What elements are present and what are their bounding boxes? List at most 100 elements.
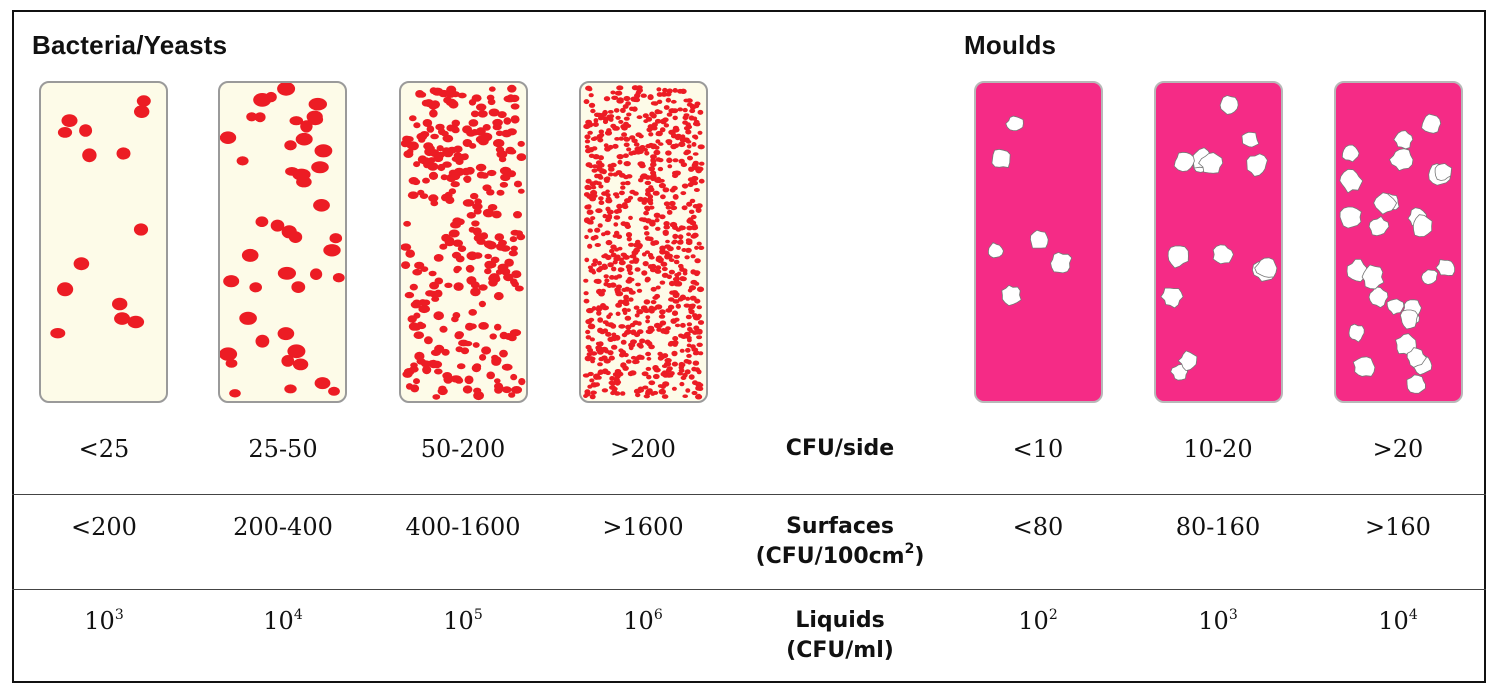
bacteria-dot: [636, 342, 643, 348]
bacteria-dot: [618, 173, 626, 178]
bacteria-dot: [630, 253, 637, 259]
bacteria-dot: [409, 283, 418, 291]
bacteria-dot: [634, 313, 640, 318]
row-label-liquids-line1: Liquids: [795, 608, 885, 633]
mould-colony: [1341, 144, 1360, 163]
bacteria-dot: [634, 93, 641, 99]
bacteria-dot: [611, 332, 617, 337]
bacteria-dot: [635, 392, 641, 398]
bacteria-dot: [690, 269, 697, 275]
bacteria-dot: [647, 194, 654, 200]
liquids-mould-2: 103: [1198, 607, 1238, 635]
bacteria-dot: [684, 255, 690, 260]
bacteria-dot: [409, 366, 419, 373]
bacteria-dot: [686, 232, 692, 237]
bacteria-dot: [663, 201, 670, 207]
bacteria-dot: [425, 290, 435, 297]
mould-colony: [1421, 113, 1442, 134]
bacteria-heading: Bacteria/Yeasts: [32, 30, 228, 60]
bacteria-dot: [510, 115, 520, 124]
bacteria-dot: [612, 372, 620, 377]
bacteria-dot: [471, 364, 482, 373]
bacteria-dot: [610, 244, 617, 250]
row-label-liquids: Liquids (CFU/ml): [730, 606, 950, 666]
surfaces-bact-3: 400-1600: [405, 513, 521, 541]
bacteria-dot: [455, 346, 464, 353]
bacteria-dot: [289, 116, 304, 126]
bacteria-dots-1: [50, 95, 151, 339]
bacteria-dot: [514, 285, 524, 292]
bacteria-dot: [641, 371, 649, 377]
bacteria-dot: [693, 188, 700, 192]
bacteria-dot: [691, 142, 697, 147]
bacteria-dot: [432, 394, 441, 400]
bacteria-dot: [468, 119, 479, 127]
bacteria-dot: [630, 339, 637, 345]
bacteria-dot: [616, 203, 623, 209]
mould-colony: [1406, 347, 1427, 368]
bacteria-dot: [659, 309, 666, 315]
bacteria-dot: [464, 375, 474, 385]
bacteria-dot: [412, 299, 422, 307]
bacteria-dot: [661, 266, 668, 272]
bacteria-dot: [594, 173, 600, 179]
bacteria-dot: [670, 205, 678, 211]
bacteria-dot: [590, 356, 596, 361]
bacteria-dot: [603, 96, 611, 102]
bacteria-dot: [116, 147, 131, 160]
mould-colony: [991, 148, 1011, 168]
bacteria-dot: [671, 350, 678, 357]
bacteria-dot: [404, 136, 414, 143]
bacteria-dot: [663, 123, 670, 128]
bacteria-dot: [470, 110, 480, 118]
bacteria-dot: [648, 124, 656, 130]
bacteria-dot: [611, 95, 619, 100]
bacteria-dot: [631, 85, 639, 91]
bacteria-dot: [697, 144, 705, 150]
bacteria-dot: [620, 349, 627, 356]
mould-colony: [1352, 356, 1376, 377]
bacteria-dot: [491, 357, 501, 366]
bacteria-dot: [450, 181, 460, 188]
bacteria-dot: [510, 373, 518, 381]
bacteria-dot: [439, 243, 448, 250]
bacteria-dot: [451, 119, 460, 127]
bacteria-dot: [403, 220, 411, 227]
bacteria-dot: [450, 375, 462, 383]
mould-colony: [1373, 192, 1398, 215]
bacteria-dot: [645, 218, 652, 224]
bacteria-dot: [332, 273, 345, 283]
cfu-side-mould-3: >20: [1372, 435, 1424, 463]
bacteria-dot: [584, 257, 590, 263]
bacteria-dot: [617, 267, 624, 273]
bacteria-dot: [680, 276, 687, 282]
bacteria-dot: [679, 137, 687, 143]
bacteria-dot: [407, 191, 419, 199]
bacteria-dot: [589, 394, 596, 400]
bacteria-dot: [622, 204, 629, 210]
bacteria-dot: [455, 255, 465, 263]
bacteria-dots-2: [220, 83, 345, 398]
bacteria-dot: [673, 254, 680, 259]
bacteria-dot: [658, 182, 666, 189]
bacteria-dot: [439, 325, 448, 333]
bacteria-dot: [632, 359, 639, 365]
bacteria-dot: [408, 177, 419, 185]
bacteria-dot: [444, 282, 453, 288]
bacteria-dot: [618, 190, 625, 196]
bacteria-dot: [662, 117, 669, 123]
bacteria-dot: [678, 365, 685, 370]
bacteria-dot: [508, 148, 517, 155]
bacteria-dot: [458, 339, 469, 347]
bacteria-dot: [501, 268, 511, 276]
bacteria-dot: [698, 245, 705, 250]
bacteria-dot: [629, 260, 635, 264]
bacteria-dot: [494, 323, 502, 331]
bacteria-dot: [639, 145, 646, 150]
bacteria-dot: [677, 371, 683, 376]
cfu-side-mould-2: 10-20: [1183, 435, 1253, 463]
bacteria-dot: [593, 375, 600, 380]
bacteria-dot: [682, 120, 688, 125]
bacteria-dot: [451, 156, 461, 162]
mould-colony: [1246, 153, 1268, 177]
